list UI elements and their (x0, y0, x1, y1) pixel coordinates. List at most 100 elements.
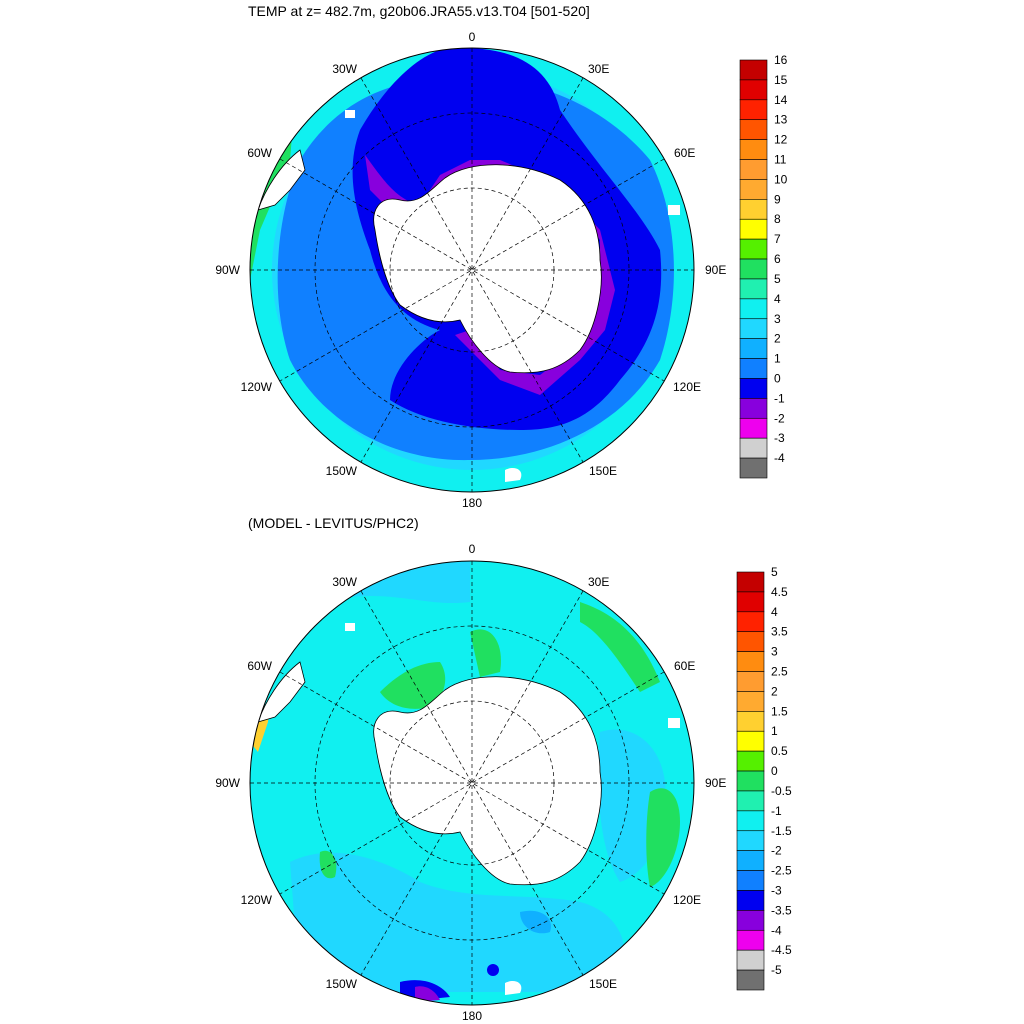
colorbar-label: 13 (774, 113, 788, 127)
longitude-label: 30E (588, 62, 609, 76)
cold-anomaly-region (487, 964, 499, 976)
temperature-field (250, 48, 694, 492)
colorbar-swatch (736, 750, 765, 772)
longitude-label: 0 (469, 30, 476, 44)
colorbar-label: 0 (774, 371, 781, 385)
colorbar-label: 1 (771, 724, 778, 738)
difference-panel: (MODEL - LEVITUS/PHC2) (0, 512, 1024, 1024)
colorbar-swatch (736, 949, 765, 971)
colorbar-label: 12 (774, 133, 788, 147)
colorbar-swatch (739, 278, 768, 300)
colorbar-label: -1 (771, 804, 782, 818)
positive-anomaly-region (319, 850, 337, 879)
temperature-panel: TEMP at z= 482.7m, g20b06.JRA55.v13.T04 … (215, 3, 788, 510)
colorbar-label: 8 (774, 212, 781, 226)
cold-anomaly-region (415, 986, 440, 1002)
longitude-label: 150E (589, 977, 617, 991)
colorbar-label: -4 (774, 451, 785, 465)
colorbar-label: 3.5 (771, 625, 788, 639)
colorbar-label: 5 (774, 272, 781, 286)
colorbar-swatch (739, 298, 768, 320)
colorbar-swatch (736, 810, 765, 832)
colorbar-label: 3 (774, 312, 781, 326)
map-boundary (249, 47, 695, 493)
longitude-label: 180 (462, 496, 482, 510)
colorbar-swatch (736, 711, 765, 732)
colorbar-label: -0.5 (771, 784, 792, 798)
colorbar-label: 0.5 (771, 744, 788, 758)
longitude-label: 60E (674, 146, 695, 160)
colorbar-label: 2.5 (771, 665, 788, 679)
colorbar-swatch (739, 417, 768, 439)
positive-anomaly-region (646, 788, 680, 887)
colorbar-label: 1 (774, 352, 781, 366)
negative-anomaly-region (290, 852, 625, 992)
graticule (250, 48, 694, 492)
colorbar-label: 1.5 (771, 704, 788, 718)
positive-anomaly-region (470, 629, 501, 677)
colorbar-swatch (736, 611, 765, 633)
colorbar-swatch (736, 830, 765, 851)
longitude-label: 150E (589, 464, 617, 478)
colorbar-label: -1.5 (771, 824, 792, 838)
map-boundary (249, 560, 695, 1006)
colorbar-label: 6 (774, 252, 781, 266)
colorbar-swatch (736, 929, 765, 951)
colorbar-swatch (739, 159, 768, 180)
island (345, 110, 355, 118)
longitude-label: 90E (705, 263, 726, 277)
colorbar-label: -3 (771, 883, 782, 897)
positive-anomaly-region (380, 662, 446, 709)
longitude-label: 30W (332, 575, 357, 589)
colorbar-swatch (739, 99, 768, 121)
colorbar-label: -3.5 (771, 903, 792, 917)
colorbar-label: 2 (771, 684, 778, 698)
colorbar-label: 16 (774, 53, 788, 67)
colorbar-swatch (739, 238, 768, 260)
colorbar-label: 2 (774, 332, 781, 346)
longitude-label: 120E (673, 380, 701, 394)
colorbar-swatch (739, 457, 768, 479)
colorbar-swatch (736, 910, 765, 931)
colorbar-swatch (736, 631, 765, 652)
colorbar-swatch (736, 770, 765, 792)
longitude-label: 90E (705, 776, 726, 790)
positive-anomaly-region (580, 602, 660, 692)
longitude-label: 150W (326, 977, 358, 991)
island (345, 623, 355, 631)
negative-anomaly-region (300, 561, 470, 604)
antarctica-landmass (373, 676, 602, 886)
colorbar-label: -4 (771, 923, 782, 937)
negative-anomaly-region (520, 910, 551, 934)
colorbar-label: 4 (771, 605, 778, 619)
colorbar-swatch (739, 79, 768, 101)
colorbar-swatch (736, 730, 765, 752)
colorbar-swatch (736, 591, 765, 613)
colorbar-swatch (736, 850, 765, 871)
colorbar-label: -4.5 (771, 943, 792, 957)
colorbar-swatch (739, 139, 768, 160)
colorbar-swatch (739, 318, 768, 339)
colorbar-swatch (739, 338, 768, 359)
colorbar-label: 0 (771, 764, 778, 778)
longitude-label: 30W (332, 62, 357, 76)
colorbar-swatch (736, 651, 765, 672)
colorbar-label: 14 (774, 93, 788, 107)
longitude-label: 0 (469, 542, 476, 556)
colorbar-swatch (739, 258, 768, 280)
colorbar-label: 10 (774, 172, 788, 186)
colorbar-swatch (739, 358, 768, 379)
longitude-label: 120W (241, 893, 273, 907)
colorbar-swatch (739, 59, 768, 81)
colorbar-label: -2.5 (771, 864, 792, 878)
longitude-label: 150W (326, 464, 358, 478)
island (668, 205, 680, 215)
difference-colorbar: 5 4.5 4 3.5 3 2.5 2 1.5 1 0.5 0 -0.5 -1 -1.5 -2 -2.5 -3 -… (736, 565, 792, 991)
colorbar-swatch (739, 218, 768, 240)
colorbar-label: -2 (774, 411, 785, 425)
longitude-label: 90W (215, 263, 240, 277)
colorbar-swatch (736, 691, 765, 712)
colorbar-label: 7 (774, 232, 781, 246)
panel-title: TEMP at z= 482.7m, g20b06.JRA55.v13.T04 … (248, 3, 590, 19)
